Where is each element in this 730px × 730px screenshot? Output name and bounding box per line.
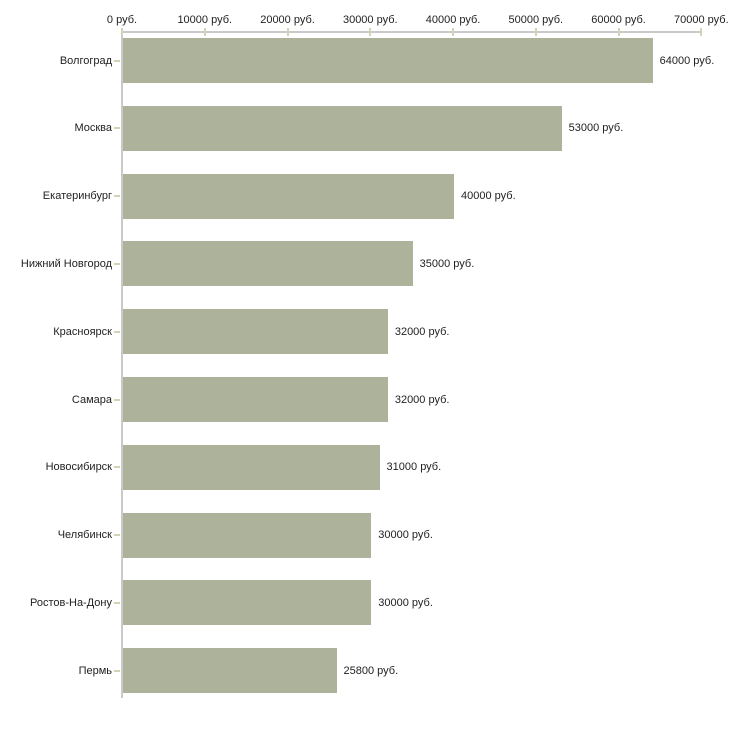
category-label: Ростов-На-Дону	[29, 596, 112, 609]
category-label: Челябинск	[57, 529, 112, 542]
x-axis-tick-label: 20000 руб.	[260, 14, 315, 26]
x-axis-tick-label: 30000 руб.	[342, 14, 398, 26]
value-label: 40000 руб.	[461, 190, 516, 203]
value-label: 64000 руб.	[659, 54, 715, 67]
x-axis-tick-label: 60000 руб.	[591, 14, 646, 26]
x-axis-line	[121, 31, 703, 33]
bar	[123, 38, 653, 83]
category-label: Красноярск	[53, 325, 112, 338]
value-label: 30000 руб.	[378, 529, 433, 542]
category-label: Самара	[71, 393, 112, 406]
y-axis-tick-mark	[114, 466, 120, 469]
x-axis-tick-mark	[700, 28, 703, 36]
y-axis-line	[121, 31, 123, 698]
x-axis-tick-label: 70000 руб.	[674, 14, 729, 26]
category-label: Нижний Новгород	[20, 257, 112, 270]
bar	[123, 377, 388, 422]
y-axis-tick-mark	[114, 127, 120, 130]
y-axis-tick-mark	[114, 398, 120, 401]
value-label: 32000 руб.	[394, 393, 450, 406]
x-axis-tick-label: 50000 руб.	[508, 14, 564, 26]
value-label: 30000 руб.	[378, 596, 433, 609]
x-axis-tick-label: 10000 руб.	[177, 14, 233, 26]
y-axis-tick-mark	[114, 195, 120, 198]
value-label: 31000 руб.	[386, 461, 442, 474]
category-label: Волгоград	[59, 54, 112, 67]
bar	[123, 105, 562, 151]
bar	[123, 580, 372, 626]
y-axis-tick-mark	[114, 59, 120, 62]
y-axis-tick-mark	[114, 601, 120, 604]
bar	[123, 241, 413, 287]
value-label: 53000 руб.	[568, 122, 624, 135]
bar	[123, 648, 337, 694]
bar	[123, 512, 372, 558]
x-axis-tick-mark	[617, 28, 620, 36]
x-axis-tick-mark	[121, 28, 123, 36]
x-axis-tick-mark	[534, 28, 537, 36]
y-axis-tick-mark	[114, 534, 120, 537]
value-label: 32000 руб.	[394, 325, 450, 338]
y-axis-tick-mark	[114, 669, 120, 672]
y-axis-tick-mark	[114, 330, 120, 333]
x-axis-tick-label: 0 руб.	[106, 14, 138, 26]
category-label: Новосибирск	[45, 461, 112, 474]
bar	[123, 309, 388, 355]
value-label: 25800 руб.	[343, 664, 399, 677]
x-axis-tick-mark	[369, 28, 372, 36]
category-label: Пермь	[78, 664, 112, 677]
category-label: Москва	[74, 122, 112, 135]
x-axis-tick-mark	[286, 28, 289, 36]
bar	[123, 173, 455, 219]
y-axis-tick-mark	[114, 262, 120, 265]
x-axis-tick-mark	[203, 28, 206, 36]
value-label: 35000 руб.	[419, 257, 475, 270]
bar	[123, 444, 380, 490]
x-axis-tick-label: 40000 руб.	[425, 14, 481, 26]
x-axis-tick-mark	[452, 28, 455, 36]
category-label: Екатеринбург	[42, 190, 112, 203]
